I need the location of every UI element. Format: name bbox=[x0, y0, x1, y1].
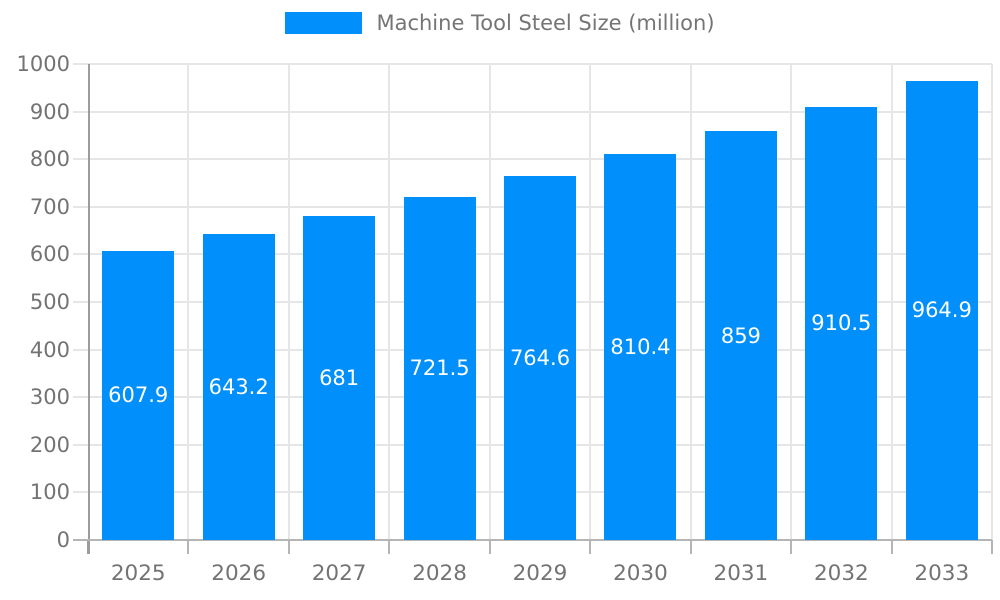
legend-swatch-icon bbox=[285, 12, 363, 34]
gridline-vertical bbox=[589, 64, 592, 540]
bar-value-label: 681 bbox=[319, 365, 360, 390]
gridline-vertical bbox=[790, 64, 793, 540]
y-axis-tick-label: 0 bbox=[56, 528, 70, 552]
legend-label: Machine Tool Steel Size (million) bbox=[376, 11, 715, 35]
bar[interactable]: 643.2 bbox=[202, 233, 275, 540]
x-axis-tick-mark bbox=[991, 540, 993, 554]
y-axis-tick-label: 900 bbox=[29, 99, 70, 124]
x-axis-tick-mark bbox=[187, 540, 190, 554]
x-axis-tick-label: 2030 bbox=[613, 561, 668, 586]
x-axis-tick-mark bbox=[388, 540, 391, 554]
bar[interactable]: 721.5 bbox=[403, 196, 476, 540]
y-axis-tick-label: 500 bbox=[29, 290, 70, 314]
x-axis-tick-label: 2032 bbox=[813, 561, 869, 586]
x-axis-tick-mark bbox=[287, 540, 290, 554]
bar[interactable]: 910.5 bbox=[805, 106, 878, 540]
x-axis-tick-label: 2029 bbox=[512, 561, 568, 586]
bar-value-label: 910.5 bbox=[811, 311, 872, 336]
x-axis-tick-mark bbox=[689, 540, 692, 554]
gridline-vertical bbox=[287, 64, 290, 540]
x-axis-tick-label: 2025 bbox=[110, 561, 166, 586]
bar-value-label: 859 bbox=[720, 323, 761, 348]
bar-value-label: 607.9 bbox=[108, 383, 169, 408]
x-axis-tick-label: 2033 bbox=[914, 561, 970, 586]
plot-area: 607.9 643.2 681 721.5 764.6 810.4 859 910.5 964.… bbox=[73, 63, 993, 554]
bar-value-label: 810.4 bbox=[610, 335, 671, 360]
x-axis-line bbox=[73, 539, 992, 541]
gridline-vertical bbox=[890, 64, 893, 540]
bar-value-label: 964.9 bbox=[911, 298, 972, 323]
x-axis-tick-mark bbox=[589, 540, 592, 554]
x-axis-tick-label: 2027 bbox=[311, 561, 367, 586]
bar[interactable]: 764.6 bbox=[504, 176, 576, 540]
gridline-horizontal bbox=[73, 158, 992, 161]
x-axis-tick-mark bbox=[488, 540, 491, 554]
y-axis-tick-label: 100 bbox=[29, 480, 70, 505]
y-axis-tick-label: 800 bbox=[29, 147, 70, 172]
gridline-vertical bbox=[689, 64, 692, 540]
x-axis-tick-label: 2028 bbox=[412, 561, 467, 586]
gridline-horizontal bbox=[73, 110, 992, 113]
y-axis-tick-label: 200 bbox=[29, 432, 70, 457]
legend-item[interactable]: Machine Tool Steel Size (million) bbox=[285, 11, 715, 35]
bar-value-label: 643.2 bbox=[208, 374, 269, 399]
x-axis-tick-label: 2026 bbox=[211, 561, 267, 586]
y-axis-tick-label: 1000 bbox=[16, 52, 70, 76]
bar-value-label: 764.6 bbox=[509, 346, 571, 371]
y-axis-line bbox=[88, 64, 90, 554]
y-axis-tick-label: 700 bbox=[29, 194, 70, 219]
gridline-vertical bbox=[388, 64, 391, 540]
bar[interactable]: 681 bbox=[303, 215, 376, 540]
y-axis-tick-label: 600 bbox=[29, 242, 70, 267]
bar[interactable]: 607.9 bbox=[102, 250, 175, 540]
bar[interactable]: 810.4 bbox=[604, 154, 677, 540]
bar[interactable]: 964.9 bbox=[905, 80, 978, 540]
x-axis-tick-mark bbox=[890, 540, 893, 554]
gridline-vertical bbox=[187, 64, 190, 540]
x-axis-tick-label: 2031 bbox=[713, 561, 769, 586]
gridline-vertical bbox=[991, 64, 993, 540]
legend: Machine Tool Steel Size (million) bbox=[0, 0, 1000, 46]
bar[interactable]: 859 bbox=[704, 131, 777, 540]
x-axis-tick-mark bbox=[790, 540, 793, 554]
y-axis-tick-label: 400 bbox=[29, 337, 70, 362]
gridline-vertical bbox=[488, 64, 491, 540]
gridline-horizontal bbox=[73, 63, 992, 65]
y-axis-tick-label: 300 bbox=[29, 385, 70, 410]
bar-value-label: 721.5 bbox=[409, 356, 470, 381]
